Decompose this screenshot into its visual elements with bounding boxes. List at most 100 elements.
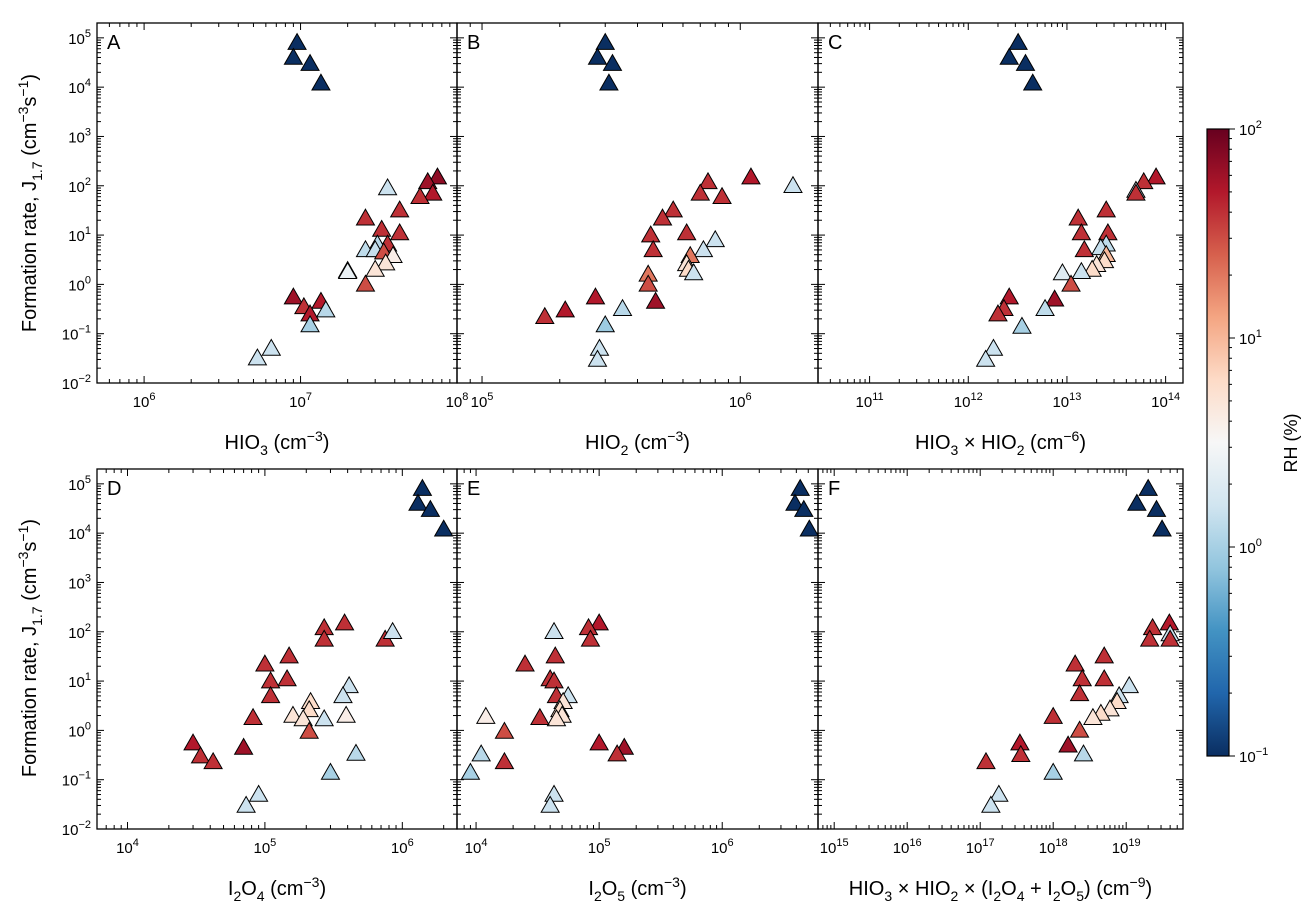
data-point-triangle (676, 223, 697, 241)
colorbar: 10−1 100 101 102 (1206, 119, 1268, 766)
x-tick-label: 1019 (1112, 837, 1141, 857)
data-point-triangle (283, 705, 303, 723)
data-point-triangle (339, 675, 359, 694)
panel-f: 1015 1016 1017 1018 1019 HIO3 × HIO2 × (I2O4 … (817, 468, 1184, 903)
data-point-triangle (382, 621, 403, 640)
x-axis-label: HIO3 (cm−3) (225, 428, 330, 458)
y-label-main: Formation rate, J (19, 181, 41, 332)
data-point-triangle (1126, 183, 1146, 201)
data-point-triangle (652, 208, 673, 226)
data-point-triangle (544, 671, 564, 689)
x-tick-label: 105 (471, 391, 494, 411)
x-axis-label: HIO3 × HIO2 (cm−6) (915, 428, 1086, 458)
y-tick-label: 10−2 (62, 373, 91, 393)
x-tick-label: 1014 (1151, 391, 1180, 411)
y-tick-label: 10−1 (62, 324, 91, 344)
panel-label: E (467, 478, 480, 500)
data-point-triangle (371, 219, 392, 237)
data-point-triangle (693, 239, 714, 258)
x-tick-label: 106 (711, 837, 734, 857)
x-tick-label: 107 (289, 391, 312, 411)
data-point-triangle (203, 751, 223, 770)
data-point-triangle (540, 795, 561, 813)
y-tick-label: 101 (68, 225, 91, 245)
x-tick-label: 1015 (820, 837, 849, 857)
data-point-triangle (1138, 478, 1159, 496)
data-point-triangle (422, 183, 443, 201)
data-point-triangle (1044, 289, 1065, 307)
data-point-triangle (190, 746, 211, 764)
panel-label: C (828, 32, 842, 54)
data-point-triangle (1072, 669, 1093, 687)
y-label-main: Formation rate, J (19, 626, 41, 777)
y-label-unit-open: (cm (19, 568, 41, 607)
data-point-triangle (1069, 683, 1090, 702)
data-point-triangle (277, 669, 297, 687)
data-point-triangle (1069, 720, 1090, 738)
y-tick-label: 10−1 (62, 770, 91, 790)
data-point-triangle (983, 338, 1004, 356)
data-point-triangle (320, 762, 341, 780)
data-point-triangle (299, 721, 320, 739)
data-point-triangle (1160, 629, 1181, 647)
data-point-triangle (705, 229, 726, 248)
data-point-triangle (233, 737, 254, 755)
data-point-triangle (1139, 629, 1160, 647)
data-point-triangle (410, 186, 430, 204)
x-axis-label: I2O5 (cm−3) (588, 874, 686, 903)
data-point-triangle (546, 709, 567, 727)
data-point-triangle (1068, 208, 1089, 226)
colorbar-tick-label: 10−1 (1239, 746, 1268, 766)
data-point-triangle (248, 784, 269, 802)
panel-d: 10−2 10−1 100 101 102 103 104 105 104 105 106 I2O4 … (62, 468, 458, 903)
data-point-triangle (589, 338, 610, 356)
y-label-exp1: −3 (15, 551, 31, 567)
x-tick-label: 106 (391, 837, 414, 857)
data-point-triangle (293, 709, 314, 727)
y-label-sub: 1.7 (29, 606, 45, 626)
data-point-triangle (1083, 707, 1103, 726)
data-point-triangle (287, 32, 307, 50)
y-tick-label: 105 (68, 28, 91, 48)
data-point-triangle (261, 338, 282, 356)
data-point-triangle (433, 519, 454, 537)
y-label-unit-mid: s (19, 97, 41, 107)
data-point-triangle (1146, 167, 1166, 185)
plot-frame (817, 22, 1184, 384)
data-point-triangle (389, 200, 410, 218)
data-point-triangle (1043, 706, 1064, 724)
data-point-triangle (1065, 654, 1086, 672)
data-point-triangle (346, 743, 366, 761)
y-axis-label-top: Formation rate, J1.7 (cm−3s−1) (15, 74, 45, 332)
colorbar-tick-label: 102 (1239, 119, 1262, 139)
data-point-triangle (999, 47, 1020, 65)
data-point-triangle (243, 707, 263, 726)
data-point-triangle (333, 685, 353, 704)
data-point-triangle (589, 733, 610, 751)
data-point-triangle (1096, 200, 1117, 218)
data-point-triangle (1043, 762, 1064, 780)
data-point-triangle (545, 646, 566, 664)
data-point-triangle (260, 671, 281, 689)
data-point-triangle (279, 646, 299, 664)
data-point-triangle (365, 259, 386, 277)
y-tick-label: 103 (68, 126, 91, 146)
data-point-triangle (377, 178, 398, 196)
y-tick-label: 102 (68, 622, 91, 642)
data-point-triangle (1071, 261, 1092, 280)
y-tick-label: 104 (68, 77, 91, 97)
data-point-triangle (460, 762, 481, 780)
y-tick-label: 100 (68, 720, 91, 740)
y-tick-label: 103 (68, 572, 91, 592)
data-point-triangle (355, 274, 376, 292)
data-point-triangle (663, 200, 684, 218)
data-point-triangle (595, 315, 616, 333)
plot-frame (817, 468, 1184, 830)
colorbar-tick-label: 100 (1239, 537, 1262, 557)
data-point-triangle (741, 167, 761, 185)
data-point-triangle (260, 685, 281, 704)
panel-e: 104 105 106 I2O5 (cm−3) E (456, 468, 820, 903)
data-point-triangle (1052, 263, 1073, 281)
data-point-triangle (976, 751, 996, 770)
panel-label: F (828, 478, 840, 500)
